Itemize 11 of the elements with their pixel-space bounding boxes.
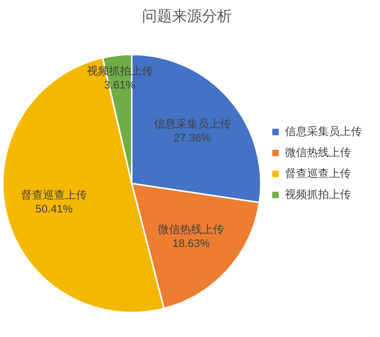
slice-label: 信息采集员上传 bbox=[154, 117, 231, 130]
legend-label: 督查巡查上传 bbox=[285, 167, 351, 180]
data-label: 27.36% bbox=[174, 132, 212, 144]
legend-label: 视频抓拍上传 bbox=[285, 188, 351, 202]
slice-label: 微信热线上传 bbox=[158, 223, 224, 236]
data-label: 50.41% bbox=[35, 204, 73, 216]
slice-label: 督查巡查上传 bbox=[21, 188, 88, 202]
data-label: 18.63% bbox=[172, 238, 210, 250]
chart-title: 问题来源分析 bbox=[142, 8, 232, 26]
legend-label: 信息采集员上传 bbox=[285, 125, 362, 138]
legend-label: 微信热线上传 bbox=[285, 146, 351, 160]
